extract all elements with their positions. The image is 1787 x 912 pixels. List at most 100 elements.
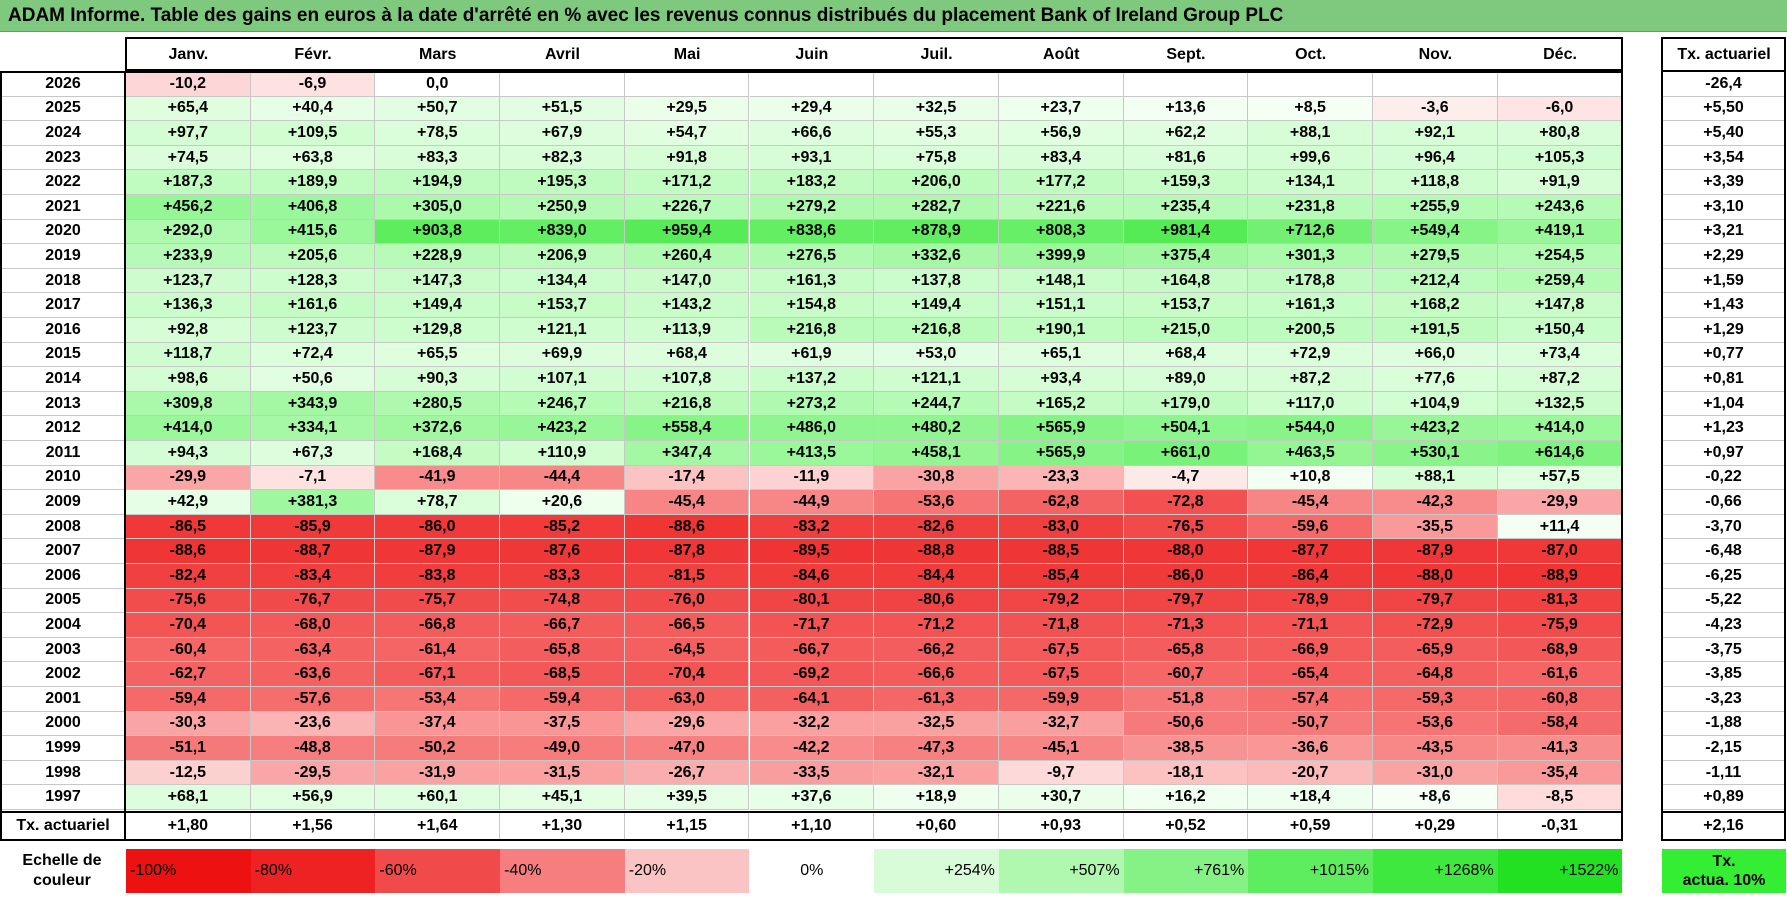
gain-cell: +97,7 [126, 121, 251, 146]
gain-cell: -65,8 [500, 637, 625, 663]
year-label: 2023 [2, 145, 124, 171]
rate-cell: +5,50 [1662, 96, 1786, 122]
gain-cell: -51,1 [126, 736, 251, 761]
legend-swatch: +1268% [1373, 849, 1498, 893]
gain-cell: +276,5 [749, 244, 875, 269]
gain-cell: +981,4 [1123, 219, 1249, 245]
gain-cell: -61,4 [375, 637, 501, 663]
gain-cell: +244,7 [874, 391, 999, 417]
footer-cell: +0,29 [1373, 813, 1498, 840]
rate-cell: +3,21 [1662, 219, 1786, 245]
gain-cell: -67,5 [998, 637, 1124, 663]
year-label: 1998 [2, 760, 124, 786]
legend-label-line: couleur [33, 872, 91, 889]
rate-cell: +0,89 [1662, 785, 1786, 810]
gain-cell: +56,9 [250, 785, 376, 810]
year-label: 2010 [2, 465, 124, 491]
gain-cell: +37,6 [749, 785, 875, 810]
footer-cell: +0,52 [1123, 813, 1249, 840]
gain-cell: +301,3 [1248, 244, 1373, 269]
gain-cell: +194,9 [375, 170, 501, 195]
year-label: 2018 [2, 268, 124, 294]
gain-cell: +104,9 [1373, 391, 1498, 417]
year-label: 2005 [2, 588, 124, 614]
gain-cell: +161,3 [1248, 293, 1373, 318]
gain-cell: +93,1 [749, 145, 875, 171]
gain-cell: +68,4 [1123, 342, 1249, 368]
gain-cell: +69,9 [500, 342, 625, 368]
gain-cell: -87,8 [624, 539, 750, 564]
gain-cell: +136,3 [126, 293, 251, 318]
gain-cell: +959,4 [624, 219, 750, 245]
gain-cell: -63,6 [250, 662, 376, 687]
gain-cell: +91,8 [624, 145, 750, 171]
gain-cell: +231,8 [1248, 195, 1373, 220]
gain-cell: +549,4 [1373, 219, 1498, 245]
gain-cell: +137,8 [874, 268, 999, 294]
gain-cell: +99,6 [1248, 145, 1373, 171]
gain-cell: +23,7 [998, 96, 1124, 122]
gain-cell: +29,5 [624, 96, 750, 122]
month-header: Août [998, 38, 1124, 71]
gain-cell: -47,0 [624, 736, 750, 761]
gain-cell: -84,6 [749, 564, 875, 589]
month-header: Janv. [126, 38, 251, 71]
gain-cell: -26,7 [624, 760, 750, 786]
gain-cell: -65,4 [1248, 662, 1373, 687]
gain-cell: -85,9 [250, 514, 376, 540]
gain-cell: -42,3 [1373, 490, 1498, 515]
year-label: 2003 [2, 637, 124, 663]
gain-cell: -61,3 [874, 687, 999, 712]
gain-cell: -43,5 [1373, 736, 1498, 761]
gain-cell: -71,1 [1248, 613, 1373, 638]
gain-cell: +480,2 [874, 416, 999, 441]
gain-cell: +216,8 [624, 391, 750, 417]
gain-cell: -66,7 [749, 637, 875, 663]
rate-cell: +0,77 [1662, 342, 1786, 368]
gain-cell: +205,6 [250, 244, 376, 269]
gain-cell: +56,9 [998, 121, 1124, 146]
gain-cell: +255,9 [1373, 195, 1498, 220]
gain-cell: -29,9 [126, 465, 251, 491]
rate-header: Tx. actuariel [1662, 38, 1786, 71]
gain-cell: +178,8 [1248, 268, 1373, 294]
gain-cell: +419,1 [1497, 219, 1623, 245]
gain-cell: +226,7 [624, 195, 750, 220]
rate-cell: -4,23 [1662, 613, 1786, 638]
gain-cell: -86,0 [375, 514, 501, 540]
gain-cell: +88,1 [1373, 465, 1498, 491]
gain-cell: +74,5 [126, 145, 251, 171]
gain-cell: -83,0 [998, 514, 1124, 540]
gain-cell: -79,7 [1123, 588, 1249, 614]
gain-cell: +107,8 [624, 367, 750, 392]
gain-cell: +190,1 [998, 318, 1124, 343]
gain-cell: -66,2 [874, 637, 999, 663]
gain-cell: +13,6 [1123, 96, 1249, 122]
gain-cell: -68,9 [1497, 637, 1623, 663]
gain-cell: +413,5 [749, 441, 875, 466]
rate-cell: -3,85 [1662, 662, 1786, 687]
gain-cell: +129,8 [375, 318, 501, 343]
year-label: 2019 [2, 244, 124, 269]
gain-cell: +406,8 [250, 195, 376, 220]
rate-cell: -1,11 [1662, 760, 1786, 786]
footer-rate-cell: +2,16 [1662, 813, 1786, 840]
gain-cell: -86,5 [126, 514, 251, 540]
gain-cell: +92,1 [1373, 121, 1498, 146]
rate-cell: +1,23 [1662, 416, 1786, 441]
gain-cell: -82,4 [126, 564, 251, 589]
gain-cell: -47,3 [874, 736, 999, 761]
rate-cell: +3,54 [1662, 145, 1786, 171]
gain-cell: +87,2 [1497, 367, 1623, 392]
gain-cell: +200,5 [1248, 318, 1373, 343]
gain-cell: +39,5 [624, 785, 750, 810]
gain-cell: +250,9 [500, 195, 625, 220]
rate-cell: +2,29 [1662, 244, 1786, 269]
gain-cell: +150,4 [1497, 318, 1623, 343]
year-label: 2011 [2, 441, 124, 466]
gain-cell: -51,8 [1123, 687, 1249, 712]
gain-cell: -87,9 [1373, 539, 1498, 564]
gain-cell: +164,8 [1123, 268, 1249, 294]
year-label: 2025 [2, 96, 124, 122]
gain-cell: +88,1 [1248, 121, 1373, 146]
